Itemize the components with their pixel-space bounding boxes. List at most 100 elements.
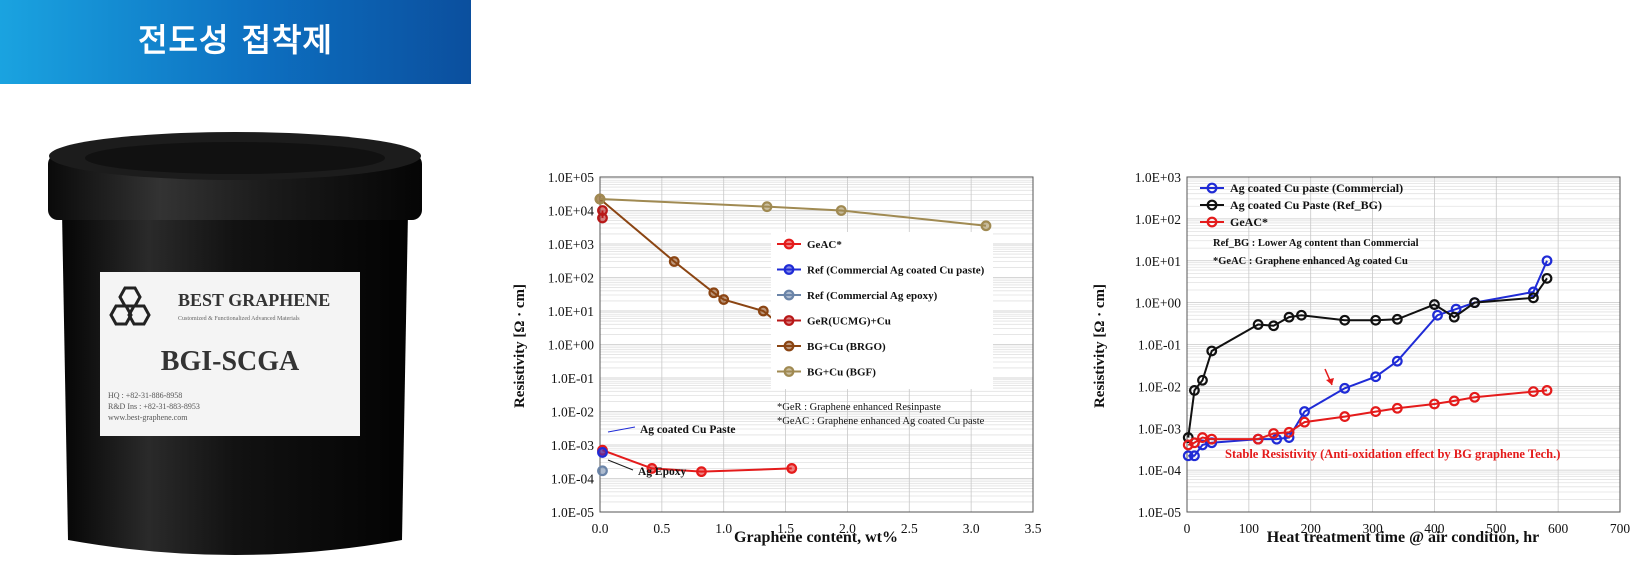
y-tick-label: 1.0E-02 [1138, 379, 1181, 394]
y-tick-label: 1.0E-03 [1138, 421, 1181, 436]
note-ger: *GeR : Graphene enhanced Resinpaste [777, 402, 941, 413]
data-point [1391, 355, 1403, 367]
legend: GeAC* Ref (Commercial Ag coated Cu paste)… [771, 232, 993, 389]
data-point [1252, 433, 1264, 445]
data-point [1182, 439, 1194, 451]
x-tick-label: 3.5 [1025, 521, 1042, 536]
x-tick-label: 1.5 [777, 521, 794, 536]
data-point [1206, 345, 1218, 357]
chart-resistivity-vs-graphene: 1.0E-05 1.0E-04 1.0E-03 1.0E-02 1.0E-01 1.0E+… [512, 170, 1042, 546]
data-point [1339, 314, 1351, 326]
legend-marker [783, 315, 795, 326]
annotation-ag-coated-cu-paste: Ag coated Cu Paste [640, 424, 736, 436]
legend-marker [1206, 182, 1218, 194]
legend-entry: Ref (Commercial Ag coated Cu paste) [807, 265, 985, 277]
x-tick-label: 300 [1362, 521, 1383, 536]
y-tick-label: 1.0E+03 [548, 237, 594, 252]
data-point [1339, 411, 1351, 422]
legend-entry: GeAC* [1230, 215, 1268, 229]
legend-marker [783, 340, 795, 352]
legend-entry: BG+Cu (BRGO) [807, 341, 886, 353]
series-line [599, 198, 987, 227]
y-tick-label: 1.0E+02 [548, 271, 594, 286]
product-tagline: Customized & Functionalized Advanced Mat… [178, 316, 300, 322]
series-3 [597, 205, 608, 224]
x-tick-label: 0 [1184, 521, 1191, 536]
y-tick-label: 1.0E+01 [548, 304, 594, 319]
product-contact-web: www.best-graphene.com [108, 413, 188, 422]
legend-marker [1206, 199, 1218, 211]
data-point [1189, 385, 1200, 396]
x-tick-label: 3.0 [963, 521, 980, 536]
y-tick-label: 1.0E-05 [551, 505, 594, 520]
legend-entry: Ref (Commercial Ag epoxy) [807, 290, 938, 302]
legend-entry: Ag coated Cu paste (Commercial) [1230, 181, 1403, 195]
data-point [1469, 391, 1481, 403]
series-line [1187, 277, 1548, 438]
y-tick-label: 1.0E+01 [1135, 254, 1181, 269]
legend-entry: Ag coated Cu Paste (Ref_BG) [1230, 198, 1382, 212]
data-point [1189, 450, 1200, 462]
x-tick-label: 400 [1424, 521, 1445, 536]
y-axis-label: Resistivity [Ω · cm] [1092, 284, 1108, 408]
y-tick-label: 1.0E+04 [548, 204, 594, 219]
data-point [1370, 371, 1382, 383]
data-point [1182, 432, 1194, 443]
legend-marker [783, 238, 795, 250]
y-tick-label: 1.0E-01 [551, 371, 594, 386]
x-tick-label: 0.0 [592, 521, 609, 536]
annotation-stable-resistivity: Stable Resistivity (Anti-oxidation effec… [1225, 447, 1560, 461]
series-5 [594, 193, 992, 232]
data-point [1432, 309, 1443, 321]
x-tick-label: 100 [1239, 521, 1260, 536]
legend-marker [783, 264, 795, 275]
data-point [1391, 313, 1403, 325]
data-point [597, 212, 608, 224]
data-point [980, 220, 992, 232]
x-tick-label: 1.0 [715, 521, 732, 536]
plot-frame [599, 176, 1034, 513]
data-point [1429, 398, 1440, 410]
data-point [1541, 255, 1553, 267]
data-point [1528, 386, 1539, 398]
data-point [1268, 428, 1280, 439]
legend-marker [783, 366, 795, 377]
data-point [1283, 311, 1295, 323]
data-point [786, 463, 798, 474]
annotation-ag-epoxy: Ag Epoxy [638, 466, 686, 478]
data-point [696, 466, 707, 478]
data-point [1299, 406, 1310, 417]
legend: Ag coated Cu paste (Commercial) Ag coated… [1200, 181, 1403, 229]
data-point [1541, 272, 1553, 284]
note-geac: *GeAC : Graphene enhanced Ag coated Cu [1213, 256, 1408, 267]
legend-marker [1206, 216, 1218, 228]
y-tick-label: 1.0E-02 [551, 405, 594, 420]
data-point [1448, 395, 1460, 407]
note-geac: *GeAC : Graphene enhanced Ag coated Cu p… [777, 416, 985, 427]
data-point [761, 201, 773, 213]
y-tick-label: 1.0E-05 [1138, 505, 1181, 520]
x-tick-label: 700 [1610, 521, 1631, 536]
data-point [1268, 320, 1280, 332]
product-label [100, 272, 360, 436]
data-point [1206, 433, 1218, 445]
data-point [1252, 319, 1264, 330]
hexagon-logo-icon [109, 286, 151, 326]
y-tick-label: 1.0E+02 [1135, 212, 1181, 227]
annotation-arrow-ag-epoxy [607, 459, 634, 471]
legend-entry: GeR(UCMG)+Cu [807, 316, 891, 328]
data-point [1469, 297, 1481, 309]
data-point [1391, 402, 1403, 414]
legend-marker [783, 289, 795, 301]
page-title: 전도성 접착제 [138, 21, 333, 59]
series-1 [1182, 272, 1553, 443]
x-tick-label: 500 [1486, 521, 1507, 536]
plot-frame [1186, 176, 1621, 513]
y-tick-label: 1.0E-04 [1138, 463, 1181, 478]
chart-resistivity-vs-heat-time: 1.0E-05 1.0E-04 1.0E-03 1.0E-02 1.0E-01 1.0E+… [1092, 170, 1631, 546]
data-point [1370, 314, 1382, 326]
data-point [1339, 382, 1351, 394]
product-contact-rnd: R&D Ins : +82-31-883-8953 [108, 402, 200, 411]
data-point [1197, 374, 1208, 386]
y-tick-label: 1.0E-03 [551, 438, 594, 453]
